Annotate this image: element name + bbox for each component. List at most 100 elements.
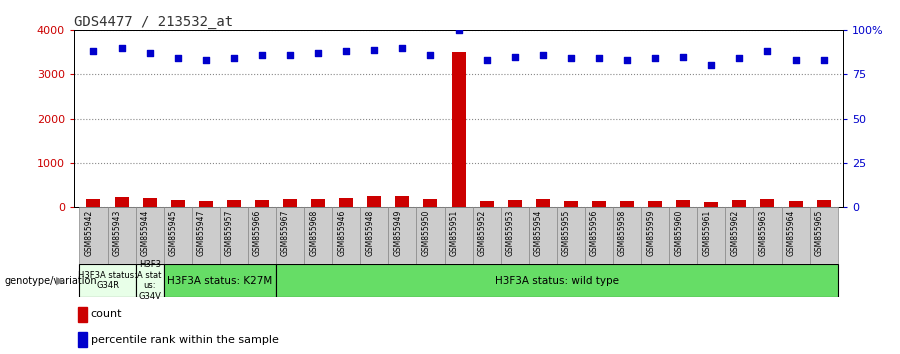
Text: GSM855942: GSM855942 [85,210,94,256]
Bar [529,207,557,264]
Text: GSM855944: GSM855944 [140,210,149,256]
Text: GSM855949: GSM855949 [393,210,402,256]
Bar [283,199,297,207]
Point [227,56,241,61]
Text: GSM855952: GSM855952 [478,210,487,256]
Bar [816,200,831,207]
Bar [641,207,670,264]
Bar [620,201,634,207]
Bar [367,196,382,207]
Point [508,54,522,59]
Bar [360,207,388,264]
Bar [788,201,803,207]
Bar [648,201,662,207]
Bar [86,199,101,207]
Bar [304,207,332,264]
Text: H3F3A status: K27M: H3F3A status: K27M [167,275,273,286]
Bar [705,202,718,207]
Text: H3F3A status: wild type: H3F3A status: wild type [495,275,619,286]
Bar [77,332,87,347]
Point [255,52,269,58]
Point [452,27,466,33]
Point [423,52,437,58]
Bar [339,198,353,207]
Bar [500,207,529,264]
Text: ▶: ▶ [57,276,65,286]
Bar [220,207,248,264]
Bar [171,200,184,207]
Text: GSM855958: GSM855958 [618,210,627,256]
Bar [613,207,641,264]
Bar [452,52,465,207]
Bar [332,207,360,264]
Point [142,50,157,56]
Bar [733,200,746,207]
Text: GSM855953: GSM855953 [506,210,515,256]
Text: percentile rank within the sample: percentile rank within the sample [91,335,279,345]
Text: GSM855945: GSM855945 [168,210,177,256]
Bar [136,264,164,297]
Text: GSM855962: GSM855962 [731,210,740,256]
Point [170,56,184,61]
Point [648,56,662,61]
Bar [670,207,698,264]
Bar [136,207,164,264]
Text: GSM855954: GSM855954 [534,210,543,256]
Point [199,57,213,63]
Point [704,63,718,68]
Point [283,52,297,58]
Text: count: count [91,309,122,320]
Bar [676,200,690,207]
Text: GSM855948: GSM855948 [365,210,374,256]
Bar [388,207,417,264]
Bar [725,207,753,264]
Bar [248,207,276,264]
Bar [192,207,220,264]
Bar [585,207,613,264]
Point [367,47,382,52]
Bar [592,201,606,207]
Point [733,56,747,61]
Bar [276,207,304,264]
Text: GSM855959: GSM855959 [646,210,655,256]
Bar [417,207,445,264]
Bar [557,207,585,264]
Text: GSM855965: GSM855965 [814,210,824,256]
Bar [276,264,838,297]
Point [86,48,101,54]
Bar [508,200,522,207]
Text: GSM855968: GSM855968 [309,210,318,256]
Bar [781,207,810,264]
Bar [395,195,410,207]
Bar [423,199,437,207]
Text: GSM855957: GSM855957 [225,210,234,256]
Text: GSM855955: GSM855955 [562,210,571,256]
Bar [114,198,129,207]
Bar [107,207,136,264]
Text: H3F3A status:
G34R: H3F3A status: G34R [78,271,137,290]
Text: genotype/variation: genotype/variation [4,276,97,286]
Text: GDS4477 / 213532_at: GDS4477 / 213532_at [74,15,233,29]
Point [760,48,775,54]
Point [676,54,690,59]
Bar [79,264,136,297]
Bar [255,200,269,207]
Text: GSM855963: GSM855963 [759,210,768,256]
Bar [760,199,775,207]
Bar [164,264,276,297]
Bar [311,199,325,207]
Text: GSM855961: GSM855961 [702,210,711,256]
Bar [753,207,781,264]
Point [788,57,803,63]
Bar [564,201,578,207]
Text: GSM855943: GSM855943 [112,210,122,256]
Text: GSM855966: GSM855966 [253,210,262,256]
Bar [810,207,838,264]
Text: GSM855950: GSM855950 [421,210,430,256]
Bar [536,199,550,207]
Bar [480,201,494,207]
Bar [77,307,87,322]
Bar [445,207,473,264]
Text: GSM855964: GSM855964 [787,210,796,256]
Point [816,57,831,63]
